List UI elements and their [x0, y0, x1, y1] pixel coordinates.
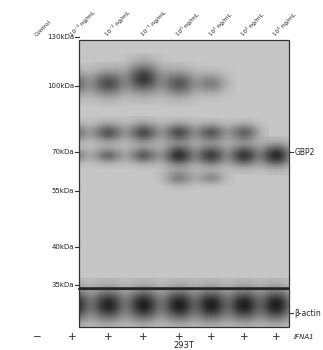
Text: Control: Control: [34, 19, 52, 37]
Text: β-actin: β-actin: [294, 309, 321, 318]
Text: 10⁻¹ ng/mL: 10⁻¹ ng/mL: [140, 10, 167, 37]
Text: 55kDa: 55kDa: [52, 188, 74, 194]
Text: 10¹ ng/mL: 10¹ ng/mL: [207, 12, 233, 37]
Text: 10³ ng/mL: 10³ ng/mL: [272, 12, 297, 37]
Text: 10² ng/mL: 10² ng/mL: [240, 12, 265, 37]
Text: +: +: [175, 332, 183, 342]
Text: 35kDa: 35kDa: [51, 282, 74, 288]
Text: +: +: [104, 332, 112, 342]
Bar: [79, 40, 289, 327]
Text: +: +: [207, 332, 216, 342]
Text: 10⁻² ng/mL: 10⁻² ng/mL: [104, 10, 131, 37]
Text: IFNA1: IFNA1: [294, 334, 315, 340]
Text: −: −: [33, 332, 42, 342]
Text: 130kDa: 130kDa: [47, 34, 74, 40]
Text: 10⁰ ng/mL: 10⁰ ng/mL: [175, 12, 201, 37]
Text: +: +: [68, 332, 77, 342]
Text: 40kDa: 40kDa: [51, 244, 74, 250]
Text: 70kDa: 70kDa: [51, 149, 74, 155]
Text: 100kDa: 100kDa: [47, 83, 74, 89]
Text: +: +: [240, 332, 248, 342]
Text: +: +: [272, 332, 280, 342]
Text: +: +: [140, 332, 148, 342]
Text: GBP2: GBP2: [294, 148, 315, 157]
Text: 293T: 293T: [174, 341, 194, 350]
Text: 10⁻³ ng/mL: 10⁻³ ng/mL: [68, 10, 96, 37]
